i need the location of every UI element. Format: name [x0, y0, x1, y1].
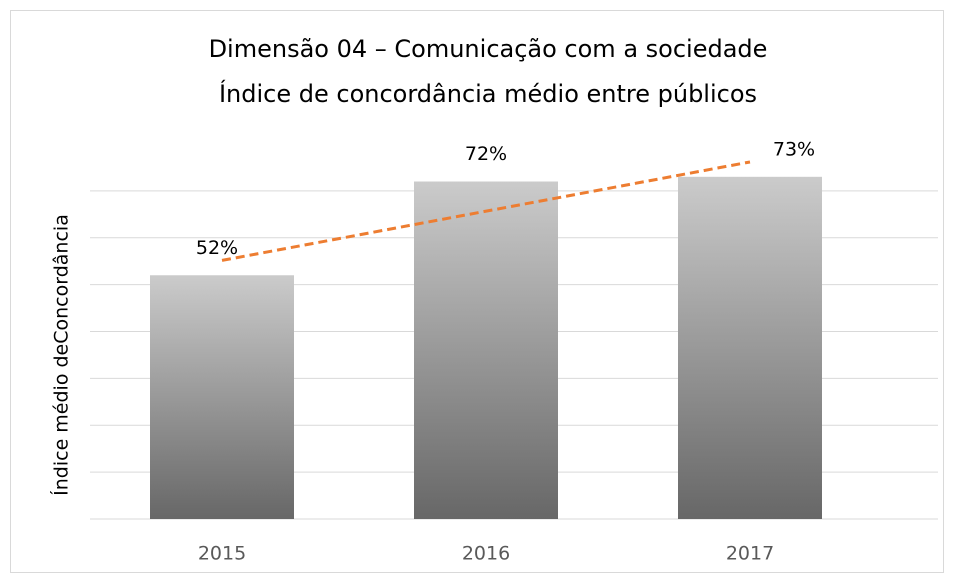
data-label: 52% — [196, 237, 238, 259]
x-tick-label: 2015 — [198, 543, 246, 565]
y-axis-label: Índice médio deConcordância — [50, 214, 73, 496]
trendline — [221, 160, 751, 262]
data-label: 72% — [465, 143, 507, 165]
chart-subtitle: Índice de concordância médio entre públi… — [219, 79, 757, 108]
bar — [678, 176, 822, 519]
x-tick-label: 2017 — [726, 543, 774, 565]
data-label: 73% — [773, 138, 815, 160]
chart-title: Dimensão 04 – Comunicação com a sociedad… — [209, 35, 768, 63]
bar — [414, 181, 558, 519]
bar — [150, 275, 294, 519]
x-tick-label: 2016 — [462, 543, 510, 565]
